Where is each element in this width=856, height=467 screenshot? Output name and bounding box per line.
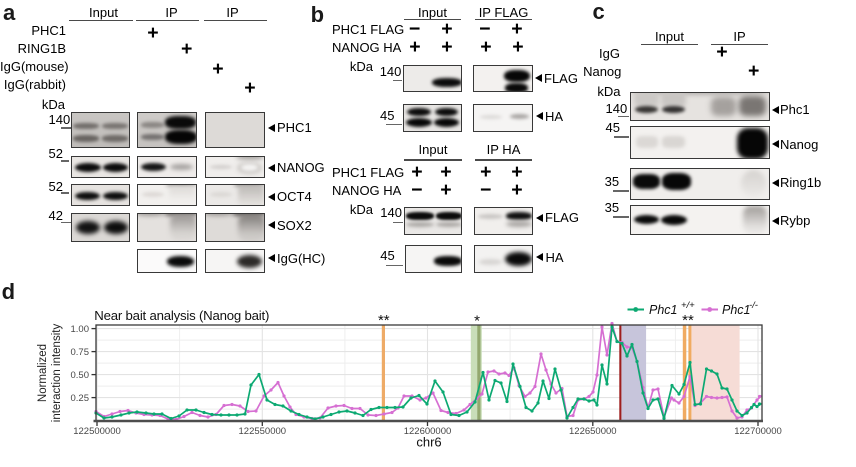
svg-text:Phc1: Phc1 xyxy=(722,303,751,317)
svg-text:0.25: 0.25 xyxy=(71,393,90,404)
svg-text:0.50: 0.50 xyxy=(71,370,90,381)
svg-text:+/+: +/+ xyxy=(681,300,695,311)
svg-text:0.75: 0.75 xyxy=(71,347,90,358)
svg-text:122700000: 122700000 xyxy=(734,426,782,437)
svg-text:**: ** xyxy=(682,312,694,329)
svg-text:chr6: chr6 xyxy=(416,435,441,450)
svg-text:*: * xyxy=(474,313,480,330)
svg-text:Near bait analysis (Nanog bait: Near bait analysis (Nanog bait) xyxy=(94,308,269,323)
svg-text:-/-: -/- xyxy=(749,300,758,311)
svg-text:1.00: 1.00 xyxy=(71,324,90,335)
svg-text:Phc1: Phc1 xyxy=(649,303,678,317)
svg-text:interaction intensity: interaction intensity xyxy=(51,324,63,423)
svg-text:122500000: 122500000 xyxy=(73,426,121,437)
svg-text:122600000: 122600000 xyxy=(404,426,452,437)
svg-text:122650000: 122650000 xyxy=(569,426,617,437)
svg-text:122550000: 122550000 xyxy=(239,426,287,437)
svg-text:**: ** xyxy=(378,312,390,329)
svg-text:Normalized: Normalized xyxy=(37,344,49,402)
